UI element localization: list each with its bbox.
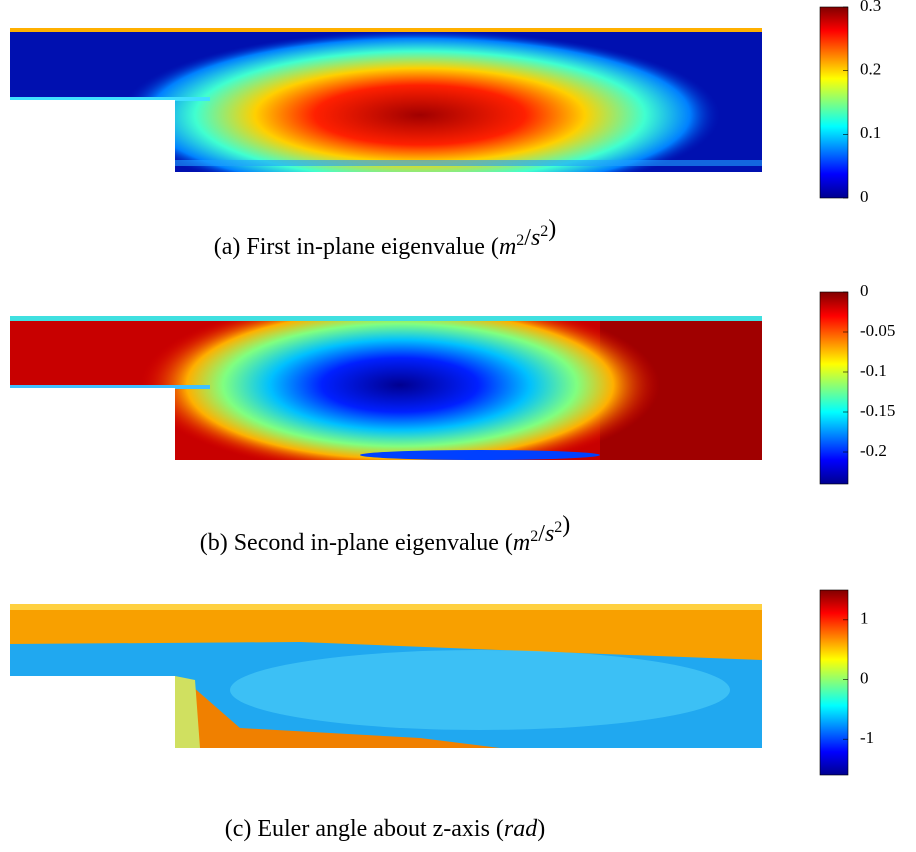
- caption: (c) Euler angle about z-axis (rad): [225, 816, 546, 842]
- colorbar: [819, 589, 849, 776]
- field-c: [10, 604, 762, 748]
- colorbar-tick-label: 0.3: [860, 0, 881, 15]
- colorbar-tick-label: 0: [860, 187, 869, 206]
- caption: (a) First in-plane eigenvalue (m2/s2): [214, 216, 557, 260]
- caption-text: (c) Euler angle about z-axis (: [225, 816, 504, 842]
- math: rad: [504, 816, 538, 842]
- colorbar-tick-label: -0.15: [860, 401, 895, 420]
- caption-text: ): [537, 816, 545, 842]
- colorbar: [819, 291, 849, 485]
- caption-text: ): [548, 216, 556, 242]
- math: s: [531, 225, 540, 251]
- math: /: [538, 521, 545, 547]
- colorbar: [819, 6, 849, 199]
- colorbar-tick-label: 0: [860, 281, 869, 300]
- caption: (b) Second in-plane eigenvalue (m2/s2): [200, 512, 571, 556]
- colorbar-tick-label: -0.05: [860, 321, 895, 340]
- colorbar-tick-label: -0.1: [860, 361, 887, 380]
- colorbar-tick-label: 0.1: [860, 123, 881, 142]
- colorbar-tick-label: -0.2: [860, 441, 887, 460]
- field-b: [10, 316, 762, 460]
- math: m: [513, 530, 530, 556]
- math: s: [545, 521, 554, 547]
- colorbar-tick-label: 0: [860, 668, 869, 687]
- math-sup: 2: [540, 223, 548, 240]
- caption-text: (a) First in-plane eigenvalue (: [214, 234, 499, 260]
- colorbar-tick-label: 1: [860, 609, 869, 628]
- caption-text: (b) Second in-plane eigenvalue (: [200, 530, 513, 556]
- colorbar-tick-label: 0.2: [860, 60, 881, 79]
- math: m: [499, 234, 516, 260]
- math: /: [524, 225, 531, 251]
- caption-text: ): [562, 512, 570, 538]
- math-sup: 2: [516, 232, 524, 249]
- math-sup: 2: [530, 528, 538, 545]
- colorbar-tick-label: -1: [860, 728, 874, 747]
- math-sup: 2: [554, 519, 562, 536]
- field-a: [10, 28, 762, 172]
